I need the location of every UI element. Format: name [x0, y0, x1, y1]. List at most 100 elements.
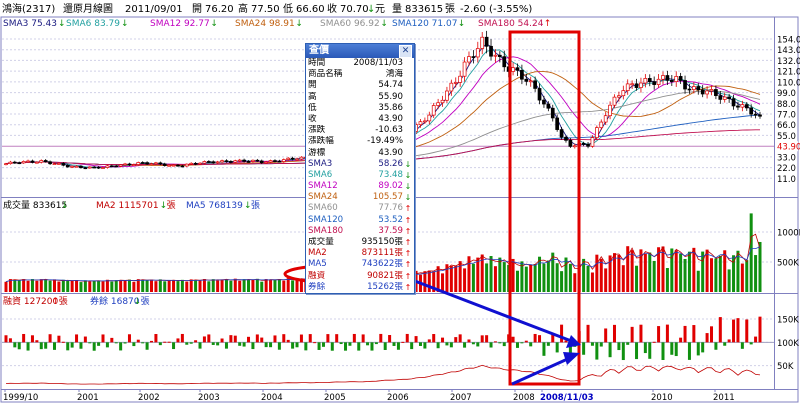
volume-bar	[445, 264, 449, 292]
volume-legend-item: 成交量 833615	[3, 199, 67, 211]
margin-change-bar	[670, 342, 674, 355]
candle-body	[290, 157, 295, 160]
candle-body	[617, 95, 621, 98]
volume-bar	[273, 279, 277, 292]
popup-row: 漲跌 -10.63	[306, 125, 414, 136]
margin-change-bar	[432, 334, 436, 343]
margin-change-bar	[639, 324, 643, 343]
volume-bar	[538, 256, 542, 292]
quote-popup[interactable]: 查價 ✕ 時間 2008/11/03 商品名稱 鴻海開 54.74 高 55.90 低 35.8…	[305, 43, 415, 294]
candle-body	[26, 160, 30, 163]
arrow-to-margin-bar	[406, 276, 575, 344]
candle-body	[533, 80, 537, 89]
volume-bar	[590, 272, 594, 292]
volume-bar	[264, 279, 268, 292]
candle-body	[202, 161, 207, 164]
popup-row-label: SMA12	[308, 181, 338, 192]
legend-sma12-arrow-icon: ↓	[210, 19, 218, 29]
candle-body	[528, 80, 533, 83]
margin-change-bar	[238, 342, 242, 346]
candle-body	[127, 163, 132, 166]
candle-body	[542, 99, 546, 105]
volume-bar	[35, 280, 39, 292]
candle-body	[493, 54, 498, 57]
margin-change-bar	[502, 342, 506, 347]
margin-change-bar	[101, 334, 105, 343]
volume-bar	[167, 280, 171, 292]
margin-change-bar	[560, 324, 564, 343]
candle-body	[736, 105, 740, 108]
margin-change-bar	[119, 342, 123, 351]
candle-body	[220, 160, 224, 163]
margin-change-bar	[612, 324, 616, 343]
margin-change-bar	[282, 334, 286, 343]
volume-bar	[648, 252, 652, 292]
volume-bar	[511, 258, 515, 292]
volume-bar	[524, 266, 528, 292]
candle-body	[445, 90, 449, 101]
candle-body	[35, 161, 39, 164]
volume-bar	[560, 271, 564, 292]
arrow-head-icon	[563, 352, 580, 365]
margin-change-bar	[286, 339, 290, 343]
volume-bar	[441, 273, 445, 292]
candle-body	[136, 162, 141, 165]
price-tick-label: 132.0	[777, 57, 800, 67]
change-value: -2.60 (-3.55%)	[460, 4, 532, 15]
margin-change-bar	[379, 333, 383, 343]
volume-bar	[718, 255, 722, 292]
margin-change-bar	[291, 342, 295, 349]
margin-change-bar	[427, 339, 431, 343]
volume-bar	[498, 257, 502, 292]
price-tick-label: 77.0	[777, 111, 796, 121]
candle-body	[132, 164, 136, 166]
volume-bar	[229, 280, 233, 292]
volume-bar	[150, 279, 154, 292]
margin-change-bar	[745, 319, 749, 343]
volume-bar	[454, 265, 458, 292]
volume-bar	[61, 279, 65, 292]
margin-change-bar	[110, 337, 114, 343]
margin-change-bar	[127, 334, 131, 343]
high-label: 高	[238, 2, 248, 15]
margin-change-bar	[648, 342, 652, 359]
candle-body	[101, 167, 105, 169]
price-tick-label: 43.90	[777, 143, 800, 153]
volume-bar	[39, 279, 43, 292]
candle-body	[727, 96, 731, 100]
margin-change-bar	[158, 342, 162, 346]
close-icon[interactable]: ✕	[399, 45, 412, 58]
margin-change-bar	[538, 335, 542, 343]
margin-change-bar	[458, 334, 462, 343]
candle-body	[171, 164, 176, 167]
popup-row-value: 54.74	[378, 80, 403, 91]
up-arrow-icon: ↑	[404, 215, 412, 225]
candle-body	[193, 162, 198, 165]
volume-bar	[194, 280, 198, 292]
volume-bar	[568, 263, 572, 292]
margin-change-bar	[635, 342, 639, 360]
margin-change-bar	[529, 342, 533, 347]
margin-change-bar	[366, 342, 370, 346]
candle-body	[74, 165, 79, 168]
candle-body	[595, 127, 599, 138]
candle-body	[184, 163, 189, 167]
margin-change-bar	[586, 324, 590, 343]
popup-row: 商品名稱 鴻海	[306, 69, 414, 80]
arrow-placeholder	[403, 148, 413, 159]
candle-body	[189, 162, 194, 165]
volume-bar	[132, 281, 136, 292]
popup-title-bar[interactable]: 查價 ✕	[306, 44, 414, 58]
volume-bar	[551, 252, 555, 292]
up-arrow-icon: ↑	[404, 260, 412, 270]
volume-bar	[754, 255, 758, 292]
margin-change-bar	[61, 341, 65, 343]
margin-change-bar	[26, 342, 30, 351]
volume-bar	[220, 279, 224, 292]
popup-row: 融資 90821張 ↑	[306, 271, 414, 282]
popup-row-label: 游標	[308, 147, 326, 158]
candle-body	[92, 166, 97, 169]
margin-change-bar	[277, 342, 281, 350]
candle-body	[652, 81, 657, 85]
margin-change-bar	[83, 336, 87, 343]
